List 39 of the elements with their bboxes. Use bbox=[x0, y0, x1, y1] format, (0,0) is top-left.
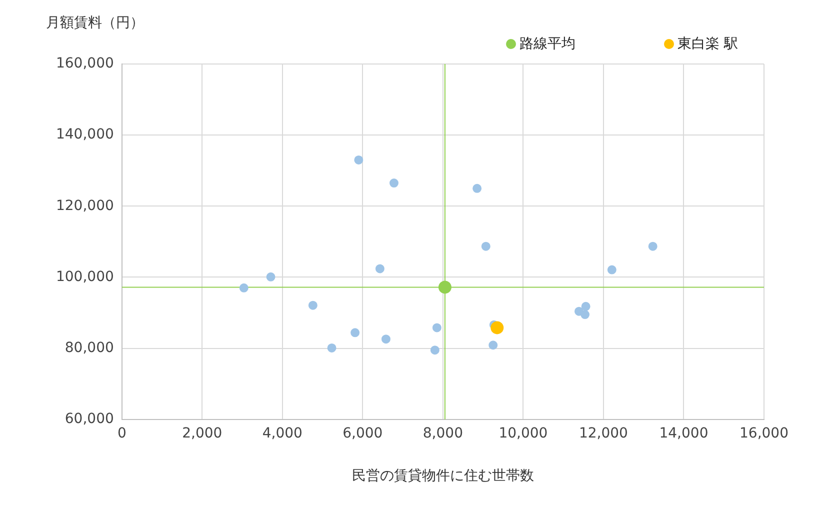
x-tick-label: 12,000 bbox=[578, 425, 628, 442]
y-tick-label: 140,000 bbox=[56, 126, 114, 143]
y-tick-label: 100,000 bbox=[56, 268, 114, 285]
y-tick-label: 160,000 bbox=[56, 56, 114, 72]
point bbox=[266, 272, 276, 282]
x-tick-label: 16,000 bbox=[740, 425, 788, 442]
y-tick-label: 80,000 bbox=[64, 340, 114, 356]
x-tick-label: 4,000 bbox=[262, 425, 302, 442]
point bbox=[375, 264, 384, 274]
x-tick-label: 2,000 bbox=[182, 425, 222, 442]
x-tick-label: 14,000 bbox=[659, 425, 708, 442]
point bbox=[580, 310, 590, 320]
point bbox=[389, 178, 398, 188]
point bbox=[488, 340, 498, 350]
point bbox=[490, 321, 504, 334]
x-tick-label: 0 bbox=[117, 425, 126, 442]
point bbox=[327, 343, 336, 352]
legend-label: 路線平均 bbox=[520, 35, 576, 53]
point bbox=[472, 184, 482, 193]
legend-label: 東白楽 駅 bbox=[678, 35, 738, 53]
x-tick-label: 10,000 bbox=[498, 425, 548, 442]
y-axis-title: 月額賃料（円） bbox=[46, 14, 144, 32]
point bbox=[607, 265, 616, 274]
point bbox=[432, 323, 442, 332]
point bbox=[350, 328, 360, 338]
point bbox=[381, 334, 390, 344]
point bbox=[581, 302, 590, 311]
x-tick-label: 6,000 bbox=[342, 425, 383, 442]
point bbox=[481, 242, 490, 251]
point bbox=[308, 300, 318, 310]
x-axis-title: 民営の賃貸物件に住む世帯数 bbox=[352, 468, 534, 484]
point bbox=[438, 280, 452, 294]
point bbox=[648, 242, 658, 251]
point bbox=[430, 346, 440, 355]
y-tick-label: 60,000 bbox=[64, 411, 114, 428]
point bbox=[354, 155, 364, 164]
x-tick-label: 8,000 bbox=[422, 425, 463, 442]
point bbox=[239, 283, 248, 292]
y-tick-label: 120,000 bbox=[56, 198, 114, 214]
